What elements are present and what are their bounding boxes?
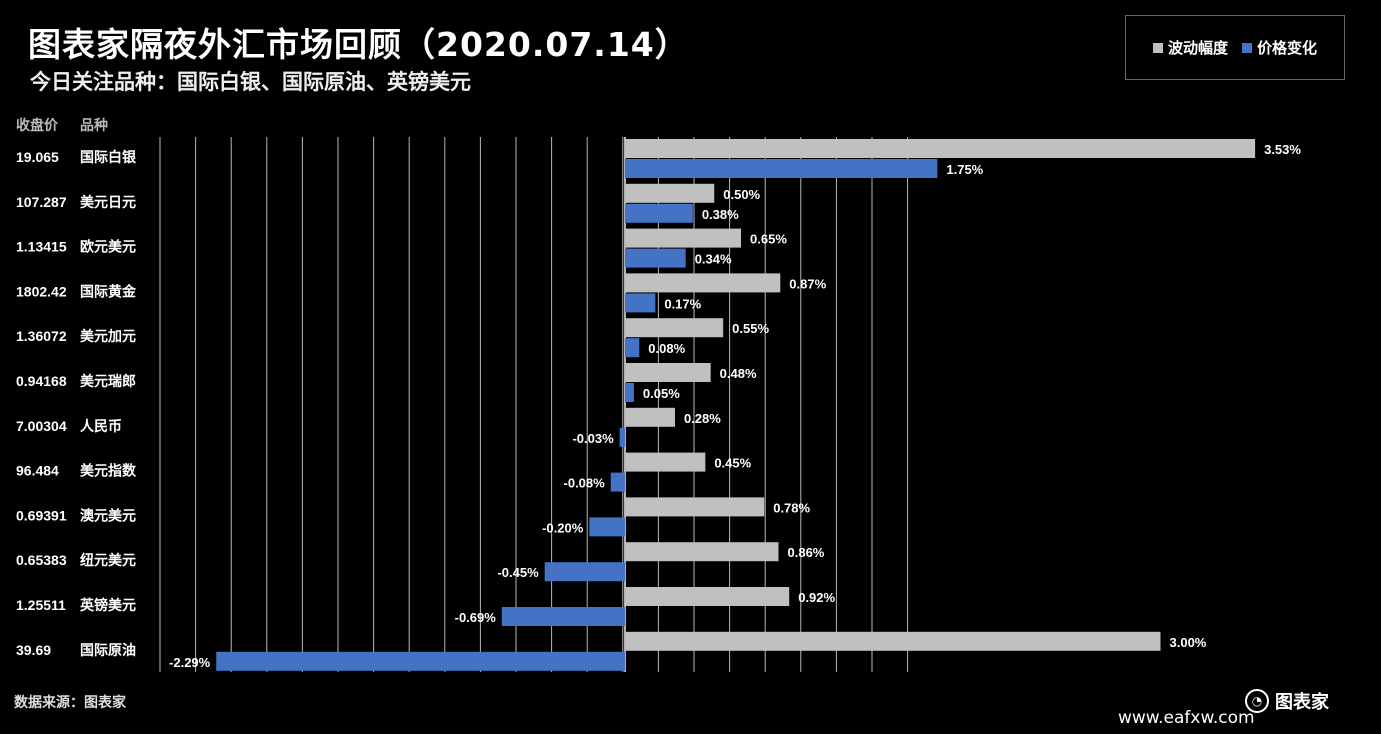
row-name: 英镑美元 xyxy=(79,597,136,614)
bar-volatility xyxy=(625,273,781,293)
bar-volatility xyxy=(625,542,779,562)
row-price: 1.36072 xyxy=(16,328,67,344)
row-price: 0.65383 xyxy=(16,552,67,568)
data-label-change: -0.45% xyxy=(497,565,539,580)
bar-change xyxy=(625,159,938,178)
row-price: 1.25511 xyxy=(16,597,66,613)
row-price: 39.69 xyxy=(16,642,51,658)
column-header-price: 收盘价 xyxy=(16,118,58,134)
bar-change xyxy=(619,427,625,447)
data-label-volatility: 3.53% xyxy=(1264,142,1301,157)
data-label-volatility: 0.65% xyxy=(750,232,787,247)
data-label-volatility: 0.50% xyxy=(723,187,760,202)
bar-change xyxy=(625,203,693,223)
row-name: 人民币 xyxy=(80,418,122,435)
bar-volatility xyxy=(625,407,675,427)
row-price: 0.94168 xyxy=(16,373,67,389)
data-label-change: -0.03% xyxy=(572,431,614,446)
row-name: 国际原油 xyxy=(80,642,136,659)
row-price: 107.287 xyxy=(16,194,67,210)
row-price: 19.065 xyxy=(16,149,59,165)
row-name: 欧元美元 xyxy=(80,239,136,256)
bar-change xyxy=(610,472,625,492)
data-label-volatility: 0.48% xyxy=(720,366,757,381)
row-name: 国际白银 xyxy=(80,149,137,166)
row-name: 美元加元 xyxy=(80,328,136,345)
page-title: 图表家隔夜外汇市场回顾（2020.07.14） xyxy=(28,25,689,64)
data-label-change: 0.08% xyxy=(648,341,685,356)
bar-volatility xyxy=(625,228,742,248)
data-label-volatility: 0.92% xyxy=(798,590,835,605)
legend-label-volatility: 波动幅度 xyxy=(1167,39,1228,57)
row-price: 1802.42 xyxy=(16,283,67,299)
data-label-volatility: 0.28% xyxy=(684,411,721,426)
row-price: 96.484 xyxy=(16,463,59,479)
bar-change xyxy=(625,248,686,268)
row-price: 7.00304 xyxy=(16,418,67,434)
data-label-change: 0.17% xyxy=(664,296,701,311)
row-name: 美元瑞郎 xyxy=(80,373,136,390)
legend-item-volatility: 波动幅度 xyxy=(1152,37,1228,58)
logo-text: 图表家 xyxy=(1275,692,1329,713)
column-header-name: 品种 xyxy=(80,118,108,134)
bar-change xyxy=(589,517,625,537)
bar-volatility xyxy=(625,631,1161,651)
data-label-volatility: 0.78% xyxy=(773,500,810,515)
row-price: 1.13415 xyxy=(16,239,67,255)
data-label-change: 0.05% xyxy=(643,386,680,401)
row-name: 澳元美元 xyxy=(80,507,136,524)
bar-volatility xyxy=(625,587,790,606)
bar-change xyxy=(625,293,656,313)
data-label-volatility: 0.86% xyxy=(788,545,825,560)
logo-icon: ◔ xyxy=(1245,689,1269,713)
legend-swatch-change xyxy=(1242,42,1252,53)
site-watermark: www.eafxw.com xyxy=(1118,708,1255,728)
bar-volatility xyxy=(625,318,724,338)
data-label-volatility: 0.45% xyxy=(714,456,751,471)
bar-volatility xyxy=(625,497,765,517)
row-name: 美元日元 xyxy=(80,194,136,211)
bar-volatility xyxy=(625,183,715,203)
bar-change xyxy=(625,338,640,358)
bar-change xyxy=(544,562,625,582)
bar-volatility xyxy=(625,363,711,382)
legend-label-change: 价格变化 xyxy=(1257,39,1318,57)
bar-volatility xyxy=(625,452,706,472)
bar-change xyxy=(625,383,634,402)
row-price: 0.69391 xyxy=(16,507,67,523)
data-label-change: 1.75% xyxy=(946,162,983,177)
row-name: 国际黄金 xyxy=(80,283,137,300)
data-label-volatility: 0.87% xyxy=(789,276,826,291)
data-label-volatility: 3.00% xyxy=(1170,635,1207,650)
data-label-change: -0.20% xyxy=(542,520,584,535)
data-label-change: 0.34% xyxy=(695,252,732,267)
row-name: 美元指数 xyxy=(80,463,137,480)
legend-item-change: 价格变化 xyxy=(1242,37,1317,58)
data-label-change: 0.38% xyxy=(702,207,739,222)
chart-legend: 波动幅度 价格变化 xyxy=(1125,15,1345,80)
data-source: 数据来源：图表家 xyxy=(14,695,126,711)
bar-change xyxy=(216,651,626,671)
brand-logo: ◔ 图表家 xyxy=(1245,688,1329,714)
data-label-change: -0.08% xyxy=(564,476,606,491)
legend-swatch-volatility xyxy=(1152,42,1163,53)
page-subtitle: 今日关注品种：国际白银、国际原油、英镑美元 xyxy=(30,70,471,94)
data-label-volatility: 0.55% xyxy=(732,321,769,336)
data-label-change: -0.69% xyxy=(455,610,497,625)
bar-change xyxy=(501,607,625,626)
data-label-change: -2.29% xyxy=(169,655,211,670)
row-name: 纽元美元 xyxy=(80,552,136,569)
bar-volatility xyxy=(625,139,1256,158)
